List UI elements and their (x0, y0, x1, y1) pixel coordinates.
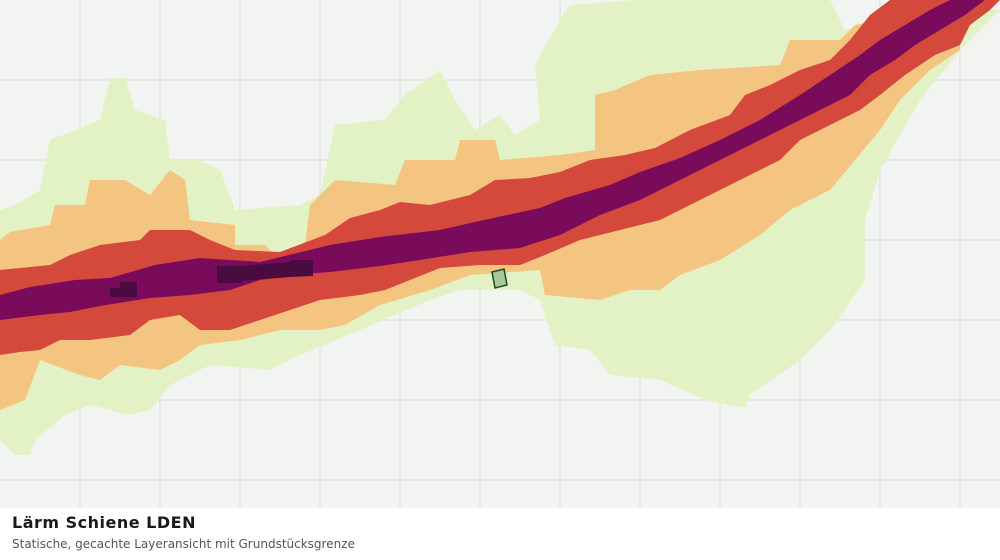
noise-zone-very-high (0, 0, 985, 320)
noise-zone-extreme (110, 260, 313, 297)
map-subtitle: Statische, gecachte Layeransicht mit Gru… (12, 537, 355, 551)
map (0, 0, 1000, 508)
parcel-boundary (491, 268, 508, 289)
map-title: Lärm Schiene LDEN (12, 513, 196, 532)
